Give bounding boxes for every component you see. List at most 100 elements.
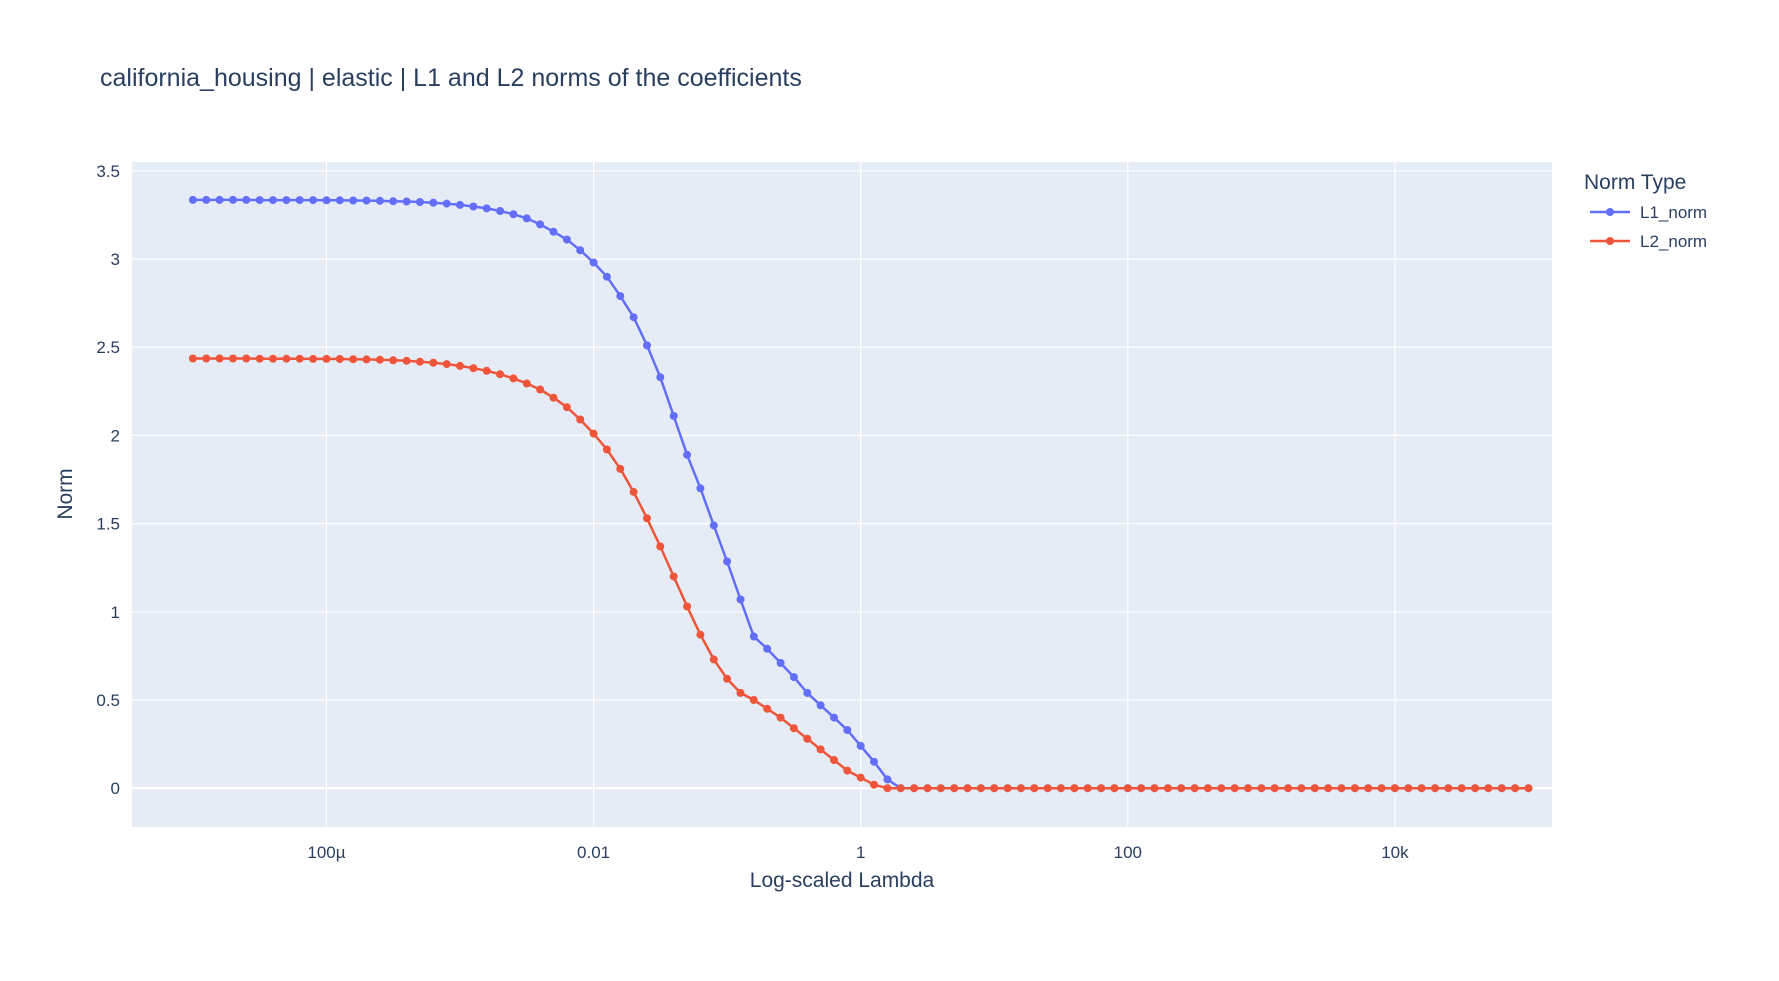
data-point-L2_norm [950, 784, 959, 793]
legend-item-l2[interactable]: L2_norm [1590, 232, 1707, 251]
data-point-L2_norm [1030, 784, 1039, 793]
data-point-L2_norm [1137, 784, 1146, 793]
x-tick-label: 0.01 [577, 843, 610, 862]
data-point-L2_norm [269, 354, 277, 363]
data-point-L1_norm [389, 197, 398, 206]
data-point-L1_norm [442, 199, 451, 208]
data-point-L2_norm [322, 354, 331, 363]
plot-area [132, 162, 1552, 827]
data-point-L1_norm [402, 197, 411, 206]
data-point-L1_norm [616, 292, 625, 301]
data-point-L2_norm [549, 393, 558, 402]
data-point-L1_norm [549, 227, 558, 236]
data-point-L1_norm [883, 775, 892, 784]
data-point-L2_norm [963, 784, 972, 793]
data-point-L2_norm [215, 354, 224, 363]
data-point-L2_norm [723, 674, 732, 683]
data-point-L1_norm [789, 673, 798, 682]
data-point-L1_norm [522, 214, 531, 223]
data-point-L2_norm [536, 385, 545, 394]
data-point-L2_norm [362, 355, 371, 364]
data-point-L2_norm [1310, 784, 1319, 793]
data-point-L2_norm [1270, 784, 1279, 793]
data-point-L1_norm [830, 713, 838, 722]
data-point-L2_norm [1163, 784, 1172, 793]
data-point-L1_norm [870, 757, 878, 766]
data-point-L2_norm [415, 357, 424, 366]
data-point-L2_norm [602, 445, 611, 454]
data-point-L1_norm [322, 196, 331, 205]
data-point-L2_norm [1390, 784, 1399, 793]
data-point-L2_norm [1003, 784, 1012, 793]
y-tick-label: 2 [111, 426, 120, 445]
data-point-L1_norm [309, 196, 318, 205]
data-point-L2_norm [442, 360, 451, 369]
data-point-L1_norm [803, 688, 812, 697]
x-tick-label: 10k [1381, 843, 1409, 862]
data-point-L1_norm [429, 198, 438, 207]
data-point-L2_norm [696, 630, 705, 639]
legend-swatch-marker [1606, 208, 1614, 216]
data-point-L2_norm [1043, 784, 1052, 793]
data-point-L2_norm [990, 784, 999, 793]
chart-title: california_housing | elastic | L1 and L2… [100, 64, 802, 92]
legend-item-l1[interactable]: L1_norm [1590, 203, 1707, 222]
data-point-L2_norm [1337, 784, 1346, 793]
data-point-L1_norm [709, 521, 718, 530]
data-point-L2_norm [496, 370, 505, 379]
data-point-L2_norm [1110, 784, 1119, 793]
data-point-L2_norm [1217, 784, 1226, 793]
y-tick-label: 1 [111, 603, 120, 622]
data-point-L1_norm [856, 741, 865, 750]
data-point-L1_norm [362, 196, 371, 205]
data-point-L2_norm [816, 745, 825, 754]
data-point-L2_norm [1097, 784, 1106, 793]
data-point-L2_norm [643, 514, 651, 523]
legend-label-l1: L1_norm [1640, 203, 1707, 222]
data-point-L1_norm [683, 450, 692, 459]
data-point-L1_norm [375, 196, 384, 205]
data-point-L2_norm [1484, 784, 1493, 793]
data-point-L2_norm [429, 358, 438, 367]
data-point-L2_norm [402, 356, 411, 365]
data-point-L2_norm [375, 355, 384, 364]
data-point-L1_norm [349, 196, 358, 205]
data-point-L1_norm [202, 195, 211, 204]
data-point-L2_norm [1230, 784, 1239, 793]
data-point-L2_norm [562, 403, 571, 412]
data-point-L2_norm [1417, 784, 1426, 793]
data-point-L2_norm [1524, 784, 1533, 793]
data-point-L2_norm [1350, 784, 1359, 793]
data-point-L2_norm [910, 784, 919, 793]
legend-swatch-marker [1606, 237, 1614, 245]
data-point-L2_norm [255, 354, 264, 363]
legend: Norm Type L1_norm L2_norm [1584, 171, 1707, 251]
data-point-L1_norm [415, 198, 424, 206]
data-point-L1_norm [669, 412, 678, 420]
data-point-L2_norm [202, 354, 211, 363]
data-point-L2_norm [1150, 784, 1159, 793]
data-point-L2_norm [456, 361, 464, 370]
data-point-L2_norm [1123, 784, 1132, 793]
x-tick-label: 100µ [307, 843, 345, 862]
data-point-L2_norm [1404, 784, 1413, 793]
y-tick-label: 2.5 [96, 338, 120, 357]
data-point-L2_norm [522, 379, 531, 388]
data-point-L2_norm [188, 354, 197, 363]
data-point-L2_norm [856, 773, 865, 782]
data-point-L2_norm [976, 784, 985, 793]
y-tick-label: 0 [111, 779, 120, 798]
data-point-L2_norm [1203, 784, 1212, 793]
data-point-L2_norm [1190, 784, 1199, 793]
data-point-L2_norm [1471, 784, 1480, 793]
data-point-L1_norm [215, 195, 224, 204]
data-point-L1_norm [562, 235, 571, 244]
data-point-L2_norm [789, 724, 798, 733]
series-layer [188, 195, 1533, 793]
data-point-L2_norm [1444, 784, 1453, 793]
data-point-L2_norm [776, 713, 785, 722]
y-tick-label: 1.5 [96, 515, 120, 534]
data-point-L1_norm [656, 373, 665, 382]
data-point-L2_norm [335, 355, 344, 363]
